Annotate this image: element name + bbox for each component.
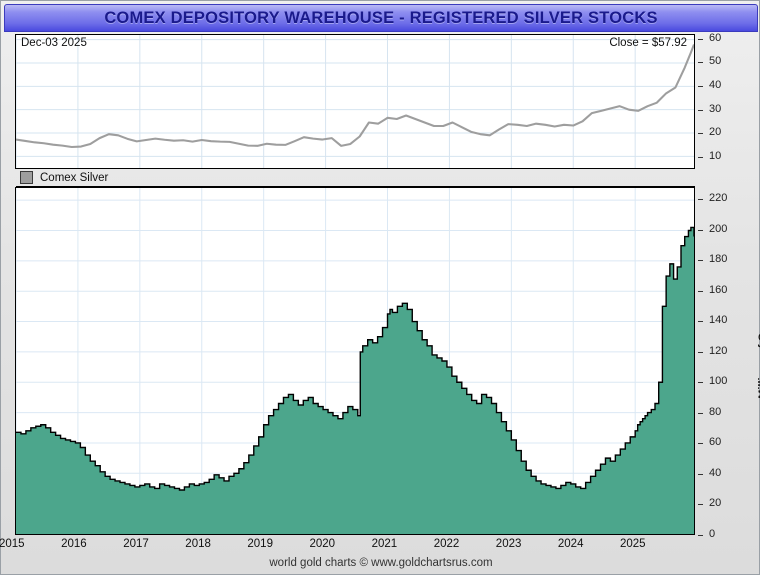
stock-y-tick-220: 220 [709,192,728,205]
legend-swatch-comex-silver [20,171,33,184]
stock-y-tickmark-200 [698,229,703,231]
stock-y-tick-0: 0 [709,528,716,540]
x-tick-2020: 2020 [309,538,336,550]
stock-y-tickmark-0 [698,535,703,536]
stock-y-tickmark-60 [698,443,703,445]
window-titlebar: COMEX DEPOSITORY WAREHOUSE - REGISTERED … [4,4,758,32]
stock-y-tick-180: 180 [709,253,728,266]
x-tick-2017: 2017 [123,538,149,550]
legend-item-comex-silver: Comex Silver [16,169,695,187]
x-tick-2023: 2023 [495,538,522,550]
price-y-tick-40: 40 [709,79,722,92]
price-y-tick-30: 30 [709,102,722,115]
stocks-chart-panel [15,187,695,535]
stock-y-tickmark-40 [698,473,703,475]
price-y-tick-10: 10 [709,150,722,163]
footer-credit: world gold charts © www.goldchartsrus.co… [269,557,493,569]
stock-y-tickmark-180 [698,260,703,262]
x-tick-2025: 2025 [620,538,646,550]
x-tick-2015: 2015 [0,538,25,550]
price-y-tickmark-10 [698,157,703,159]
stock-y-tickmark-80 [698,412,703,414]
stock-y-tickmark-100 [698,382,703,384]
stock-y-tickmark-120 [698,351,703,353]
close-label: Close = $57.92 [609,37,687,49]
stock-y-tickmark-160 [698,290,703,292]
stock-y-tick-80: 80 [709,405,722,418]
price-y-tickmark-20 [698,133,703,135]
x-tick-2022: 2022 [433,538,460,550]
price-y-tickmark-30 [698,109,703,111]
x-tick-2021: 2021 [371,538,398,550]
price-y-tickmark-50 [698,62,703,64]
page-title: COMEX DEPOSITORY WAREHOUSE - REGISTERED … [104,8,658,27]
price-y-tick-60: 60 [709,31,722,44]
price-y-tickmark-60 [698,38,703,40]
x-tick-2018: 2018 [185,538,211,550]
stock-y-tick-160: 160 [709,283,728,296]
price-chart-panel [15,34,695,169]
x-tick-2016: 2016 [61,538,87,550]
stock-y-tick-140: 140 [709,314,728,327]
stock-y-tickmark-140 [698,321,703,323]
x-tick-2024: 2024 [557,538,584,550]
stock-y-tick-100: 100 [709,375,728,388]
stock-y-tickmark-220 [698,199,703,201]
date-label: Dec-03 2025 [21,37,87,49]
stock-y-tick-20: 20 [709,497,722,510]
price-chart-svg [16,35,694,168]
stock-y-tick-200: 200 [709,222,728,235]
stocks-chart-svg [16,188,694,534]
legend-label-comex-silver: Comex Silver [40,171,109,184]
stock-y-tick-40: 40 [709,466,722,479]
price-y-tick-20: 20 [709,126,722,139]
stock-y-tick-60: 60 [709,436,722,449]
price-y-tick-50: 50 [709,55,722,68]
price-y-tickmark-40 [698,86,703,88]
stock-y-tick-120: 120 [709,344,728,357]
stock-y-tickmark-20 [698,504,703,506]
x-tick-2019: 2019 [247,538,273,550]
